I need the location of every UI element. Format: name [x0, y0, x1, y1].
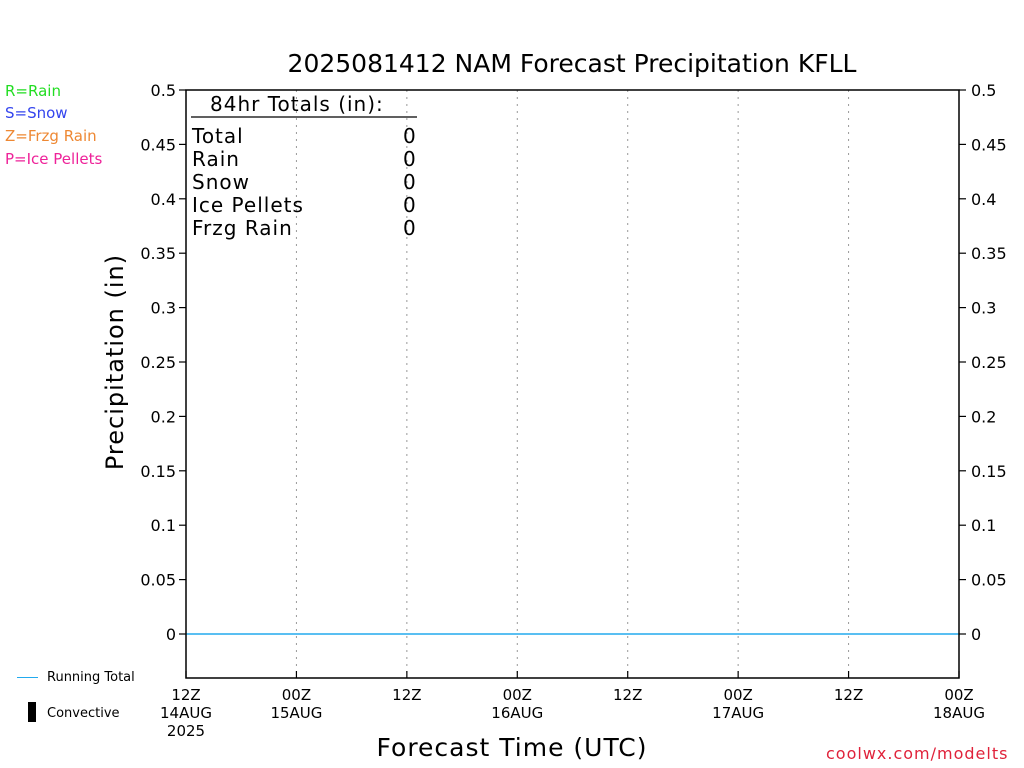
totals-label-ice-pellets: Ice Pellets [192, 193, 304, 217]
x-axis-label: Forecast Time (UTC) [376, 733, 648, 762]
convective-legend-swatch [28, 702, 36, 722]
legend-freezing-rain: Z=Frzg Rain [5, 127, 97, 145]
x-tick-label: 12Z [392, 686, 421, 704]
totals-header: 84hr Totals (in): [210, 92, 384, 116]
y-tick-label-left: 0.15 [140, 462, 176, 481]
y-tick-label-left: 0.5 [151, 81, 176, 100]
chart-title: 2025081412 NAM Forecast Precipitation KF… [287, 49, 857, 78]
x-tick-label: 14AUG [160, 704, 212, 722]
totals-value-rain: 0 [403, 147, 416, 171]
y-tick-label-left: 0.2 [151, 407, 176, 426]
x-tick-label: 12Z [613, 686, 642, 704]
x-tick-label: 18AUG [933, 704, 985, 722]
y-tick-label-right: 0.1 [971, 516, 996, 535]
x-tick-label: 00Z [723, 686, 752, 704]
x-tick-label: 12Z [834, 686, 863, 704]
running-total-legend-swatch [17, 677, 38, 678]
plot-frame [185, 89, 960, 679]
x-tick-label: 2025 [167, 722, 205, 740]
totals-value-ice-pellets: 0 [403, 193, 416, 217]
y-axis-label: Precipitation (in) [101, 253, 129, 471]
y-tick-label-right: 0.05 [971, 571, 1007, 590]
y-tick-label-right: 0.2 [971, 407, 996, 426]
totals-label-snow: Snow [192, 170, 250, 194]
legend-ice-pellets: P=Ice Pellets [5, 150, 103, 168]
x-tick-label: 00Z [503, 686, 532, 704]
y-tick-label-left: 0.3 [151, 299, 176, 318]
y-tick-label-left: 0 [166, 625, 176, 644]
y-tick-label-right: 0.4 [971, 190, 996, 209]
x-tick-label: 12Z [171, 686, 200, 704]
y-tick-label-left: 0.25 [140, 353, 176, 372]
x-tick-label: 00Z [944, 686, 973, 704]
y-tick-label-right: 0.35 [971, 244, 1007, 263]
x-tick-label: 17AUG [712, 704, 764, 722]
y-tick-label-left: 0.35 [140, 244, 176, 263]
y-tick-label-right: 0.25 [971, 353, 1007, 372]
x-tick-label: 00Z [282, 686, 311, 704]
y-tick-label-right: 0.3 [971, 299, 996, 318]
totals-label-rain: Rain [192, 147, 240, 171]
legend-snow: S=Snow [5, 104, 68, 122]
totals-label-total: Total [192, 124, 244, 148]
y-tick-label-right: 0 [971, 625, 981, 644]
legend-rain: R=Rain [5, 82, 61, 100]
totals-value-snow: 0 [403, 170, 416, 194]
totals-value-total: 0 [403, 124, 416, 148]
y-tick-label-left: 0.45 [140, 135, 176, 154]
y-tick-label-left: 0.1 [151, 516, 176, 535]
y-tick-label-left: 0.05 [140, 571, 176, 590]
totals-value-freezing-rain: 0 [403, 216, 416, 240]
x-tick-label: 16AUG [491, 704, 543, 722]
y-tick-label-left: 0.4 [151, 190, 176, 209]
x-tick-label: 15AUG [270, 704, 322, 722]
y-tick-label-right: 0.15 [971, 462, 1007, 481]
site-credit: coolwx.com/modelts [826, 744, 1009, 763]
y-tick-label-right: 0.5 [971, 81, 996, 100]
y-tick-label-right: 0.45 [971, 135, 1007, 154]
totals-label-freezing-rain: Frzg Rain [192, 216, 293, 240]
running-total-legend-label: Running Total [47, 670, 135, 685]
convective-legend-label: Convective [47, 706, 120, 721]
